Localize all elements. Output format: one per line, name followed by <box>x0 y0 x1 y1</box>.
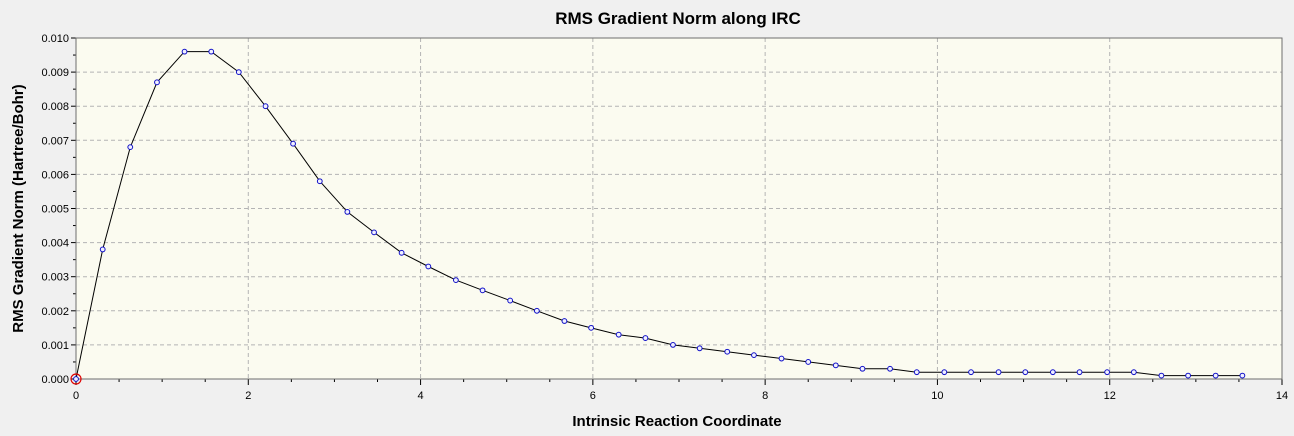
plot-frame <box>75 37 1283 380</box>
data-point[interactable] <box>371 229 377 236</box>
data-point[interactable] <box>859 365 866 372</box>
y-tick-label: 0.008 <box>41 101 69 113</box>
data-point[interactable] <box>1185 372 1192 379</box>
data-point[interactable] <box>507 297 514 304</box>
x-tick-label: 14 <box>1276 390 1288 402</box>
x-tick-label: 12 <box>1104 390 1116 402</box>
data-point[interactable] <box>941 369 948 376</box>
data-point[interactable] <box>696 345 703 352</box>
data-point[interactable] <box>968 369 974 376</box>
x-tick-label: 6 <box>590 390 596 402</box>
data-point[interactable] <box>1212 372 1219 379</box>
x-tick-label: 4 <box>418 390 424 402</box>
axes <box>71 37 1283 385</box>
y-axis-label: RMS Gradient Norm (Hartree/Bohr) <box>10 84 27 332</box>
data-point[interactable] <box>615 331 622 338</box>
x-tick-label: 2 <box>245 390 251 402</box>
y-tick-label: 0.009 <box>41 67 69 79</box>
series-markers <box>70 48 1246 385</box>
y-tick-label: 0.006 <box>41 169 69 181</box>
y-tick-label: 0.003 <box>41 272 69 284</box>
data-point[interactable] <box>913 369 920 376</box>
x-axis-label: Intrinsic Reaction Coordinate <box>572 413 781 430</box>
data-point[interactable] <box>805 359 812 365</box>
x-tick-label: 10 <box>931 390 943 402</box>
data-point[interactable] <box>452 277 459 284</box>
data-point[interactable] <box>1158 372 1165 379</box>
data-point[interactable] <box>344 209 351 215</box>
y-tick-label: 0.002 <box>41 306 69 318</box>
data-point[interactable] <box>1130 369 1137 376</box>
data-point[interactable] <box>73 376 79 382</box>
data-point[interactable] <box>1022 369 1029 376</box>
series-line <box>75 51 1243 380</box>
x-tick-label: 0 <box>73 390 79 402</box>
data-point[interactable] <box>561 318 568 324</box>
data-point[interactable] <box>290 140 296 147</box>
data-point[interactable] <box>127 144 134 151</box>
data-point[interactable] <box>154 79 160 86</box>
data-point[interactable] <box>479 287 486 294</box>
data-point[interactable] <box>208 48 215 55</box>
data-point[interactable] <box>99 246 106 253</box>
data-point[interactable] <box>1104 369 1111 376</box>
data-point[interactable] <box>1239 372 1246 379</box>
chart-title: RMS Gradient Norm along IRC <box>555 9 801 28</box>
data-point[interactable] <box>425 263 432 270</box>
data-point[interactable] <box>533 307 540 314</box>
data-point[interactable] <box>642 335 649 341</box>
data-point[interactable] <box>398 249 405 256</box>
current-point-highlight <box>70 373 82 385</box>
y-tick-label: 0.007 <box>41 135 69 147</box>
data-point[interactable] <box>887 365 893 372</box>
y-tick-label: 0.001 <box>41 340 69 352</box>
y-tick-label: 0.005 <box>41 204 69 216</box>
data-point[interactable] <box>751 352 757 359</box>
y-tick-label: 0.004 <box>41 238 69 250</box>
data-point[interactable] <box>778 355 785 362</box>
data-point[interactable] <box>1076 369 1083 376</box>
data-point[interactable] <box>181 48 188 55</box>
data-point[interactable] <box>724 348 731 355</box>
data-point[interactable] <box>670 342 676 348</box>
x-tick-label: 8 <box>762 390 768 402</box>
y-tick-label: 0.010 <box>41 33 69 45</box>
data-point[interactable] <box>316 178 323 185</box>
data-point[interactable] <box>262 103 269 110</box>
tick-labels: 0.000 0.001 0.002 0.003 0.004 0.005 0.006 0.007… <box>41 33 1288 402</box>
data-point[interactable] <box>1049 369 1056 376</box>
data-point[interactable] <box>235 69 242 75</box>
data-point[interactable] <box>588 324 595 331</box>
y-tick-label: 0.000 <box>41 374 69 386</box>
data-point[interactable] <box>995 369 1002 376</box>
data-point[interactable] <box>832 362 839 369</box>
